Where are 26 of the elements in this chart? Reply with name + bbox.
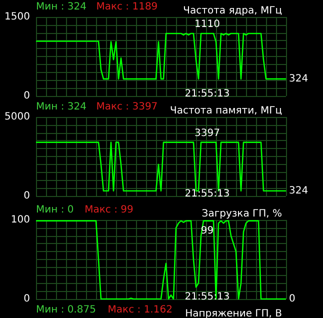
y-tick-label: 0: [24, 294, 30, 304]
y-tick-label: 5000: [4, 112, 30, 122]
annotation: 21:55:13: [184, 188, 230, 200]
text: Макс : 3397: [96, 102, 158, 112]
text: Мин : 324: [36, 102, 86, 112]
line-series: [35, 32, 287, 80]
text: Мин : 324: [36, 2, 86, 12]
y-tick-label: 0: [24, 190, 30, 202]
line-series: [35, 220, 287, 300]
text: Макс : 99: [84, 204, 134, 216]
chart-title: Загрузка ГП, %: [202, 208, 282, 220]
chart-title: Частота памяти, МГц: [170, 106, 282, 116]
y-tick-label: 1500: [4, 12, 30, 22]
text: Макс : 1.162: [108, 304, 172, 316]
y-tick-label: 100: [10, 214, 30, 226]
annotation: 1110: [194, 18, 220, 30]
text: 324: [289, 185, 308, 196]
chart-title: Частота ядра, МГц: [183, 6, 282, 16]
annotation: 3397: [194, 128, 220, 139]
text: Макс : 1189: [96, 2, 158, 12]
text: Мин : 0.875: [36, 304, 96, 316]
annotation: 21:55:13: [184, 88, 230, 100]
text: 324: [289, 73, 308, 84]
y-tick-label: 0: [24, 90, 30, 102]
text: Мин : 0: [36, 204, 74, 216]
text: 0: [289, 294, 296, 304]
